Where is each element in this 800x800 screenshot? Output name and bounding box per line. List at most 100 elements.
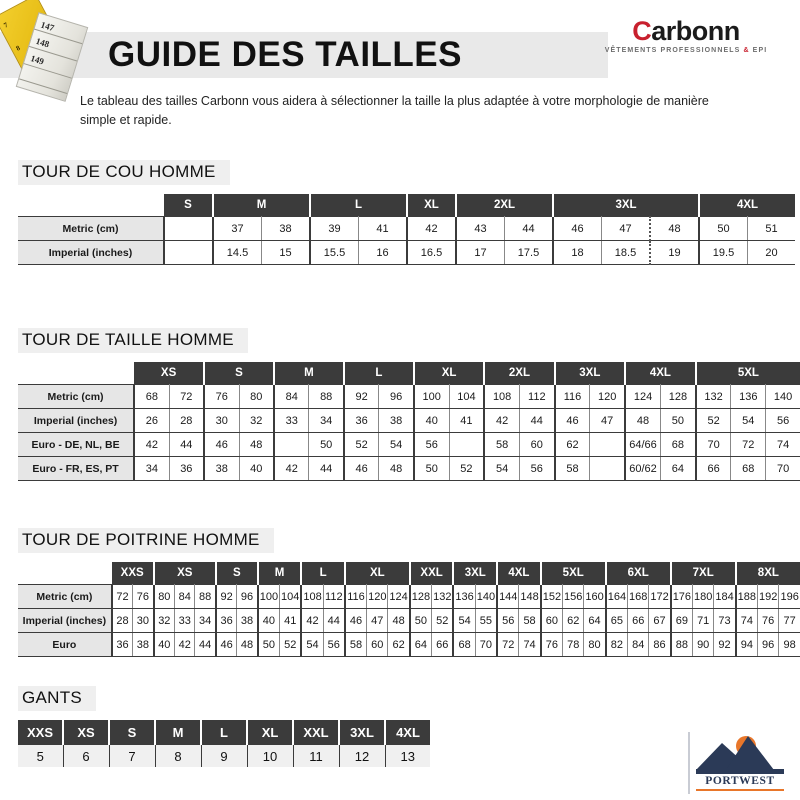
table-cell: 52 xyxy=(449,456,486,481)
row-label: Imperial (inches) xyxy=(18,608,112,633)
size-header-6xl: 6XL xyxy=(605,562,672,585)
table-cell: 36 xyxy=(343,408,380,433)
size-header-l: L xyxy=(343,362,415,385)
table-header-row: XS S M L XL 2XL 3XL 4XL 5XL xyxy=(18,362,800,385)
table-cell: 15.5 xyxy=(310,240,359,265)
row-label: Euro - FR, ES, PT xyxy=(18,456,135,481)
header-corner-blank xyxy=(18,194,164,217)
table-cell: 88 xyxy=(670,632,694,657)
glove-size-value: 11 xyxy=(293,744,340,767)
table-cell: 64/66 xyxy=(625,432,662,457)
glove-size-value: 13 xyxy=(385,744,430,767)
table-cell: 62 xyxy=(562,608,585,633)
table-cell: 58 xyxy=(344,632,368,657)
measuring-tape-image: 7 8 147 148 149 xyxy=(0,0,108,102)
table-cell: 64 xyxy=(409,632,433,657)
table-cell xyxy=(273,432,310,457)
table-cell: 48 xyxy=(378,456,415,481)
page-header: 7 8 147 148 149 GUIDE DES TAILLES Carbon… xyxy=(0,0,800,102)
table-cell: 72 xyxy=(110,584,134,609)
table-cell xyxy=(589,456,627,481)
table-cell: 19 xyxy=(650,240,700,265)
tagline-after: EPI xyxy=(749,47,768,54)
table-cell: 84 xyxy=(174,584,196,609)
table-cell: 71 xyxy=(692,608,715,633)
size-header-m: M xyxy=(257,562,303,585)
table-cell: 46 xyxy=(554,408,591,433)
table-header-row: XXS XS S M L XL XXL 3XL 4XL 5XL 6XL 7XL 8XL xyxy=(18,562,800,585)
table-cell: 46 xyxy=(553,216,602,241)
brand-tagline: VÊTEMENTS PROFESSIONNELS & EPI xyxy=(586,47,786,54)
table-cell: 140 xyxy=(765,384,800,409)
brand-initial: C xyxy=(632,16,652,46)
table-cell: 36 xyxy=(169,456,206,481)
size-header-s: S xyxy=(164,194,214,217)
row-label: Imperial (inches) xyxy=(18,408,135,433)
mountain-base xyxy=(696,769,784,774)
table-cell: 52 xyxy=(431,608,455,633)
size-header-xxl: XXL xyxy=(409,562,455,585)
table-cell: 70 xyxy=(765,456,800,481)
row-label: Metric (cm) xyxy=(18,216,164,241)
table-cell: 88 xyxy=(194,584,217,609)
brand-name-rest: arbonn xyxy=(651,16,740,46)
table-cell: 108 xyxy=(301,584,324,609)
table-cell: 73 xyxy=(713,608,737,633)
table-cell: 28 xyxy=(110,608,134,633)
size-header-4xl: 4XL xyxy=(699,194,795,217)
table-cell: 72 xyxy=(730,432,767,457)
table-cell: 33 xyxy=(174,608,196,633)
size-header-xs: XS xyxy=(153,562,217,585)
table-cell: 184 xyxy=(713,584,737,609)
gloves-header-row: XXS XS S M L XL XXL 3XL 4XL xyxy=(18,720,430,745)
table-cell xyxy=(163,240,214,265)
table-cell: 76 xyxy=(540,632,564,657)
glove-size-value: 7 xyxy=(109,744,156,767)
table-cell: 47 xyxy=(601,216,651,241)
size-header-3xl: 3XL xyxy=(453,562,499,585)
table-cell: 42 xyxy=(301,608,324,633)
table-cell: 50 xyxy=(409,608,433,633)
table-cell: 70 xyxy=(695,432,732,457)
size-header-m: M xyxy=(213,194,311,217)
table-cell: 66 xyxy=(695,456,732,481)
table-cell: 56 xyxy=(497,608,520,633)
table-cell: 90 xyxy=(692,632,715,657)
table-cell: 62 xyxy=(554,432,591,457)
size-header-4xl: 4XL xyxy=(497,562,542,585)
table-row: Euro 36 38 40 42 44 46 48 50 52 54 56 58 60 62 64 66 68 70… xyxy=(18,632,800,657)
table-cell: 64 xyxy=(583,608,607,633)
table-cell: 40 xyxy=(257,608,281,633)
table-cell: 72 xyxy=(497,632,520,657)
table-cell: 42 xyxy=(133,432,170,457)
table-cell: 124 xyxy=(387,584,411,609)
table-cell: 15 xyxy=(261,240,311,265)
table-cell: 100 xyxy=(257,584,281,609)
table-row: Imperial (inches) 28 30 32 33 34 36 38 40 41 42 44 4… xyxy=(18,608,800,633)
section-title: TOUR DE COU HOMME xyxy=(18,160,230,185)
size-header-s: S xyxy=(204,362,275,385)
table-cell: 55 xyxy=(475,608,499,633)
table-cell: 78 xyxy=(562,632,585,657)
table-cell: 58 xyxy=(518,608,542,633)
table-cell: 136 xyxy=(453,584,476,609)
table-cell: 44 xyxy=(504,216,554,241)
table-cell: 60 xyxy=(519,432,556,457)
table-cell: 172 xyxy=(648,584,672,609)
gloves-table: XXS XS S M L XL XXL 3XL 4XL 5 6 7 8 9 10 11 12 13 xyxy=(18,720,430,767)
table-cell: 128 xyxy=(409,584,433,609)
table-cell: 94 xyxy=(735,632,759,657)
glove-size-value: 5 xyxy=(18,744,64,767)
size-header-xxs: XXS xyxy=(111,562,155,585)
table-cell: 17 xyxy=(456,240,505,265)
table-cell: 44 xyxy=(169,432,206,457)
portwest-mountain-icon xyxy=(696,732,784,774)
section-title: TOUR DE POITRINE HOMME xyxy=(18,528,274,553)
table-cell: 128 xyxy=(660,384,697,409)
table-header-row: S M L XL 2XL 3XL 4XL xyxy=(18,194,795,217)
table-cell: 52 xyxy=(279,632,303,657)
table-cell: 60/62 xyxy=(625,456,662,481)
table-cell: 46 xyxy=(204,432,240,457)
table-cell: 50 xyxy=(308,432,345,457)
table-cell: 58 xyxy=(484,432,520,457)
